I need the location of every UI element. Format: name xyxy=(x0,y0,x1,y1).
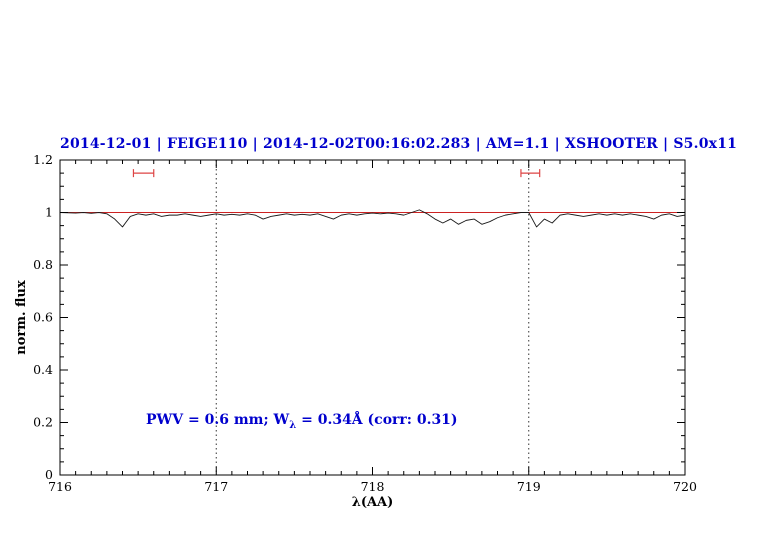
pwv-annotation: PWV = 0.6 mm; Wλ = 0.34Å (corr: 0.31) xyxy=(146,412,458,431)
x-tick-label: 716 xyxy=(48,479,72,494)
y-tick-label: 0.2 xyxy=(33,415,53,430)
pwv-annotation-prefix: PWV = 0.6 mm; W xyxy=(146,412,290,428)
plot-title: 2014-12-01 | FEIGE110 | 2014-12-02T00:16… xyxy=(60,136,738,152)
spectrum-line xyxy=(59,209,686,228)
x-tick-label: 720 xyxy=(673,479,697,494)
pwv-annotation-subscript: λ xyxy=(289,419,297,431)
y-tick-label: 0.4 xyxy=(33,362,53,377)
axis-ticks: 716 717 718 719 720 0 0.2 0.4 0.6 0.8 1 1.2 xyxy=(33,152,697,494)
y-tick-label: 1.2 xyxy=(33,152,53,167)
x-tick-label: 719 xyxy=(517,479,541,494)
y-axis-label: norm. flux xyxy=(14,280,29,355)
x-tick-label: 718 xyxy=(361,479,385,494)
x-axis-label: λ(AA) xyxy=(352,495,394,510)
x-tick-label: 717 xyxy=(204,479,228,494)
y-tick-label: 1 xyxy=(45,205,53,220)
y-tick-label: 0.6 xyxy=(33,310,53,325)
vline-guides xyxy=(215,160,530,475)
y-tick-label: 0 xyxy=(45,467,53,482)
range-markers xyxy=(132,169,541,178)
pwv-annotation-suffix: = 0.34Å (corr: 0.31) xyxy=(296,412,458,428)
y-tick-label: 0.8 xyxy=(33,257,53,272)
